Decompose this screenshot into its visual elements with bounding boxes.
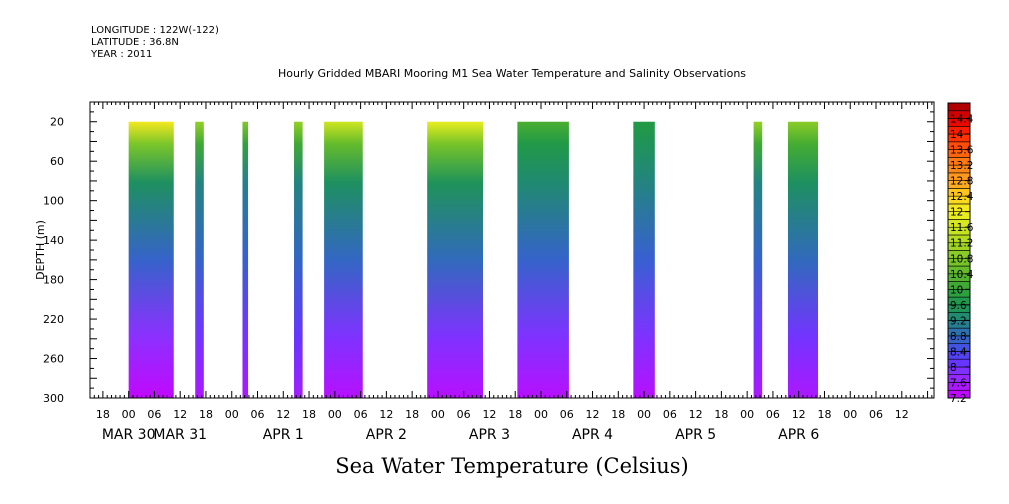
data-block-5 xyxy=(427,121,484,398)
data-block-9 xyxy=(787,121,819,398)
year-label: YEAR : 2011 xyxy=(91,49,153,60)
colorbar-label-1: 14 xyxy=(950,129,964,141)
x-tick-label-13: 00 xyxy=(431,408,445,421)
x-tick-label-29: 00 xyxy=(843,408,857,421)
y-axis-label: DEPTH (m) xyxy=(34,220,47,280)
data-block-8 xyxy=(753,121,763,398)
x-tick-label-18: 06 xyxy=(560,408,574,421)
x-tick-label-14: 06 xyxy=(457,408,471,421)
x-tick-label-11: 12 xyxy=(379,408,393,421)
longitude-label: LONGITUDE : 122W(-122) xyxy=(91,25,219,36)
x-tick-label-16: 18 xyxy=(508,408,522,421)
x-tick-label-2: 06 xyxy=(147,408,161,421)
x-tick-label-9: 00 xyxy=(328,408,342,421)
x-tick-label-21: 00 xyxy=(637,408,651,421)
y-tick-label-7: 300 xyxy=(43,392,64,405)
x-tick-label-1: 00 xyxy=(122,408,136,421)
colorbar-border xyxy=(947,102,971,399)
x-axis-title: Sea Water Temperature (Celsius) xyxy=(335,454,689,478)
x-tick-label-5: 00 xyxy=(225,408,239,421)
colorbar-label-15: 8.4 xyxy=(950,346,967,358)
y-tick-label-4: 180 xyxy=(43,274,64,287)
date-label-0: MAR 30 xyxy=(102,427,156,443)
data-block-4 xyxy=(324,121,363,398)
y-tick-label-3: 140 xyxy=(43,234,64,247)
x-tick-label-25: 00 xyxy=(740,408,754,421)
x-tick-label-28: 18 xyxy=(817,408,831,421)
y-tick-label-6: 260 xyxy=(43,353,64,366)
data-block-2 xyxy=(242,121,249,398)
colorbar-label-13: 9.2 xyxy=(950,315,967,327)
y-axis: 20 60 100 140 180 220 260 300 xyxy=(43,101,934,405)
colorbar-label-12: 9.6 xyxy=(950,300,967,312)
y-tick-label-5: 220 xyxy=(43,313,64,326)
colorbar-label-7: 11.6 xyxy=(950,222,974,234)
x-tick-label-7: 12 xyxy=(276,408,290,421)
data-block-1 xyxy=(195,121,204,398)
x-tick-label-10: 06 xyxy=(354,408,368,421)
date-label-3: APR 2 xyxy=(366,427,407,443)
colorbar-label-3: 13.2 xyxy=(950,160,973,172)
x-tick-label-19: 12 xyxy=(586,408,600,421)
date-label-7: APR 6 xyxy=(778,427,819,443)
x-tick-label-22: 06 xyxy=(663,408,677,421)
colorbar-label-2: 13.6 xyxy=(950,145,974,157)
colorbar-label-17: 7.6 xyxy=(950,377,967,389)
x-tick-label-17: 00 xyxy=(534,408,548,421)
latitude-label: LATITUDE : 36.8N xyxy=(91,37,179,48)
colorbar-label-18: 7.2 xyxy=(950,393,967,405)
data-block-6 xyxy=(517,121,569,398)
x-tick-label-3: 12 xyxy=(173,408,187,421)
date-label-2: APR 1 xyxy=(263,427,304,443)
colorbar-label-8: 11.2 xyxy=(950,238,973,250)
colorbar-label-14: 8.8 xyxy=(950,331,967,343)
chart-title: Hourly Gridded MBARI Mooring M1 Sea Wate… xyxy=(277,67,747,80)
colorbar-label-9: 10.8 xyxy=(950,253,973,265)
data-block-7 xyxy=(633,121,655,398)
x-tick-label-23: 12 xyxy=(689,408,703,421)
date-label-6: APR 5 xyxy=(675,427,716,443)
data-blocks xyxy=(128,121,819,398)
x-tick-label-24: 18 xyxy=(714,408,728,421)
colorbar-label-0: 14.4 xyxy=(950,114,974,126)
data-block-0 xyxy=(128,121,174,398)
x-tick-label-27: 12 xyxy=(792,408,806,421)
colorbar-swatch xyxy=(947,102,971,112)
y-tick-label-1: 60 xyxy=(50,155,64,168)
date-label-4: APR 3 xyxy=(469,427,510,443)
date-label-5: APR 4 xyxy=(572,427,613,443)
colorbar-label-4: 12.8 xyxy=(950,176,973,188)
x-tick-label-8: 18 xyxy=(302,408,316,421)
x-tick-label-20: 18 xyxy=(611,408,625,421)
x-tick-label-30: 06 xyxy=(869,408,883,421)
x-axis: 18 00 06 12 18 00 06 12 18 00 06 12 18 00 06 12 18 00 06 12… xyxy=(89,102,933,443)
colorbar-label-16: 8 xyxy=(950,362,957,374)
colorbar-label-6: 12 xyxy=(950,207,963,219)
colorbar: 14.4 14 13.6 13.2 12.8 12.4 12 11.6 11.2 10.8 10.4… xyxy=(947,102,974,405)
date-label-1: MAR 31 xyxy=(153,427,207,443)
x-tick-label-31: 12 xyxy=(895,408,909,421)
x-tick-label-15: 12 xyxy=(482,408,496,421)
colorbar-label-10: 10.4 xyxy=(950,269,974,281)
x-tick-label-6: 06 xyxy=(251,408,265,421)
x-tick-label-4: 18 xyxy=(199,408,213,421)
x-tick-label-12: 18 xyxy=(405,408,419,421)
y-tick-label-2: 100 xyxy=(43,195,64,208)
x-tick-label-0: 18 xyxy=(96,408,110,421)
x-tick-label-26: 06 xyxy=(766,408,780,421)
data-block-3 xyxy=(294,121,303,398)
y-tick-label-0: 20 xyxy=(50,116,64,129)
colorbar-label-11: 10 xyxy=(950,284,963,296)
colorbar-label-5: 12.4 xyxy=(950,191,974,203)
